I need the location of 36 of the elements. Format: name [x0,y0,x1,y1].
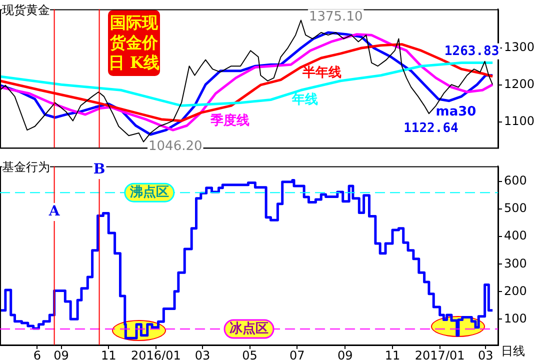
ref-line-label: 冰点区 [230,320,268,336]
ref-line-label: B [93,162,106,178]
annotation: 1046.20 [148,139,202,154]
x-tick-label: 11 [100,348,116,360]
annotation: 1375.10 [308,10,363,25]
y-tick-label: 500 [504,201,527,216]
x-tick-label: 03 [194,348,210,360]
x-tick-label: 2017/01 [414,348,465,360]
series-label: 季度线 [210,112,250,128]
x-tick-label: 6 [33,348,42,360]
x-tick-label: 05 [242,348,258,360]
series-label: 年线 [291,92,318,108]
y-tick-label: 300 [504,256,527,270]
ref-line-label: 沸点区 [128,184,169,200]
annotation: 1263.83 [444,44,500,59]
series-label: 半年线 [302,65,342,80]
x-tick-label: 03 [478,348,494,360]
ref-line-label: A [48,204,61,220]
x-tick-label: 2016/01 [130,348,181,360]
y-tick-label: 1300 [504,40,535,54]
text: 国际现货金价日 K线 [108,10,160,76]
series-label: ma30 [436,104,476,120]
y-tick-label: 600 [504,174,527,188]
text: 日线 [501,344,525,358]
y-tick-label: 1100 [504,114,535,128]
x-tick-label: 09 [54,348,69,360]
x-tick-label: 09 [338,348,353,360]
x-tick-label: 07 [289,348,305,360]
y-axis-title: 基金行为 [2,159,50,176]
y-axis-title: 现货黄金 [2,2,50,19]
y-tick-label: 100 [504,311,527,326]
annotation: 1122.64 [404,120,459,136]
y-tick-label: 1200 [504,77,535,92]
y-tick-label: 400 [504,228,527,243]
x-tick-label: 11 [384,348,400,360]
y-tick-label: 200 [504,284,527,298]
